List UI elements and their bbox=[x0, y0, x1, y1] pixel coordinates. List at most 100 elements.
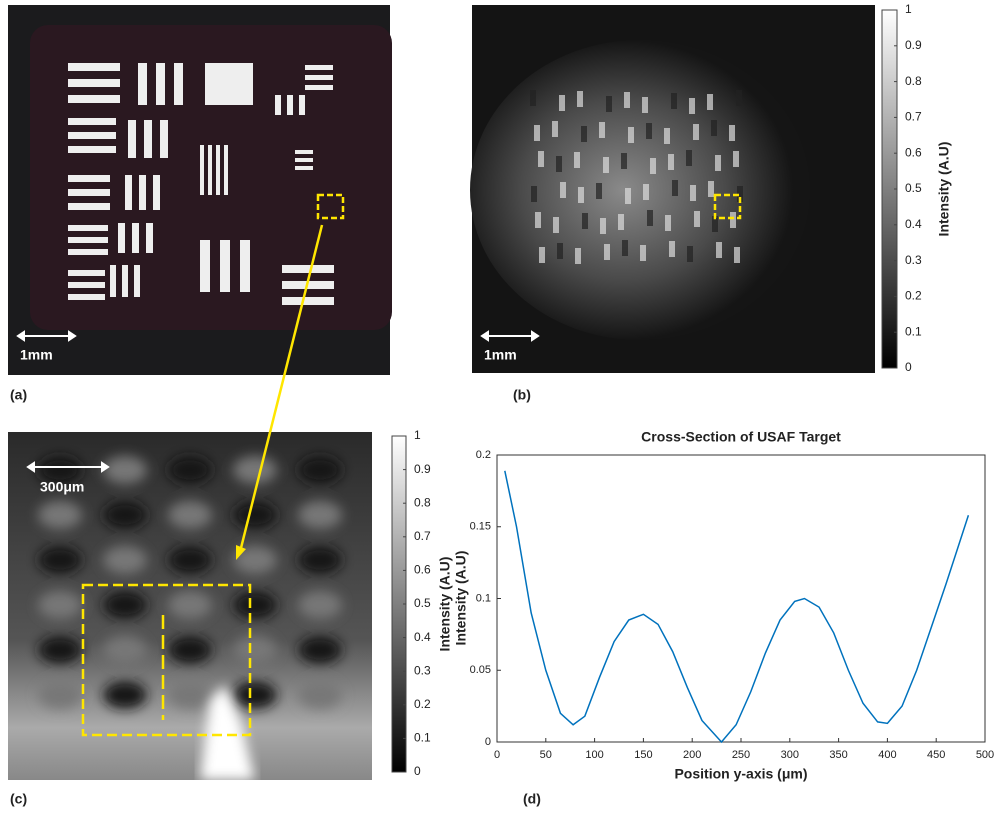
target-bar bbox=[68, 132, 116, 139]
scale-label: 1mm bbox=[484, 347, 517, 363]
target-bar bbox=[68, 118, 116, 125]
speckle bbox=[624, 92, 630, 108]
blob bbox=[168, 636, 212, 664]
speckle bbox=[539, 247, 545, 263]
target-bar bbox=[68, 270, 105, 276]
speckle bbox=[625, 188, 631, 204]
speckle bbox=[711, 120, 717, 136]
figure: 1mm 1mm 300μm (a) (b) (c) (d) Cross-Sect… bbox=[0, 0, 1003, 815]
y-tick-label: 0.1 bbox=[476, 592, 491, 604]
x-tick-label: 400 bbox=[878, 749, 896, 761]
speckle bbox=[534, 125, 540, 141]
speckle bbox=[560, 182, 566, 198]
speckle bbox=[672, 180, 678, 196]
speckle bbox=[647, 210, 653, 226]
speckle bbox=[707, 94, 713, 110]
colorbar-tick-label: 0.1 bbox=[414, 731, 431, 745]
panel-label: (c) bbox=[10, 791, 27, 807]
speckle bbox=[686, 150, 692, 166]
colorbar-tick-label: 0.9 bbox=[905, 38, 922, 52]
target-bar bbox=[275, 95, 281, 115]
speckle bbox=[574, 152, 580, 168]
speckle bbox=[689, 98, 695, 114]
speckle bbox=[538, 151, 544, 167]
blob bbox=[168, 546, 212, 574]
blob bbox=[298, 681, 342, 709]
blob bbox=[103, 456, 147, 484]
blob bbox=[298, 636, 342, 664]
target-bar bbox=[216, 145, 220, 195]
target-bar bbox=[146, 223, 153, 253]
speckle bbox=[578, 187, 584, 203]
speckle bbox=[640, 245, 646, 261]
colorbar-tick-label: 0.4 bbox=[905, 217, 922, 231]
speckle bbox=[708, 181, 714, 197]
speckle bbox=[642, 97, 648, 113]
target-bar bbox=[205, 63, 253, 105]
speckle bbox=[622, 240, 628, 256]
colorbar-tick-label: 0.2 bbox=[414, 697, 431, 711]
speckle bbox=[535, 212, 541, 228]
blob bbox=[103, 636, 147, 664]
colorbar-label: Intensity (A.U) bbox=[437, 557, 453, 652]
blob bbox=[168, 591, 212, 619]
speckle bbox=[693, 124, 699, 140]
target-bar bbox=[134, 265, 140, 297]
target-bar bbox=[220, 240, 230, 292]
blob bbox=[103, 591, 147, 619]
x-tick-label: 50 bbox=[540, 749, 552, 761]
speckle bbox=[671, 93, 677, 109]
target-bar bbox=[68, 63, 120, 71]
colorbar-tick-label: 0.5 bbox=[905, 181, 922, 195]
y-tick-label: 0.05 bbox=[470, 664, 491, 676]
photo-a bbox=[8, 5, 392, 375]
colorbar-tick-label: 0.6 bbox=[905, 145, 922, 159]
target-bar bbox=[68, 203, 110, 210]
target-bar bbox=[200, 145, 204, 195]
x-tick-label: 350 bbox=[829, 749, 847, 761]
blob bbox=[168, 681, 212, 709]
speckle bbox=[646, 123, 652, 139]
x-axis-label: Position y-axis (μm) bbox=[674, 766, 807, 782]
target-bar bbox=[68, 294, 105, 300]
blob bbox=[298, 456, 342, 484]
speckle bbox=[729, 125, 735, 141]
speckle bbox=[668, 154, 674, 170]
speckle bbox=[736, 90, 742, 106]
blob bbox=[168, 501, 212, 529]
speckle bbox=[577, 91, 583, 107]
blob bbox=[38, 501, 82, 529]
colorbar-tick-label: 0 bbox=[414, 764, 421, 778]
target-bar bbox=[122, 265, 128, 297]
blob bbox=[298, 591, 342, 619]
speckle bbox=[531, 186, 537, 202]
y-tick-label: 0.15 bbox=[470, 521, 491, 533]
blob bbox=[168, 456, 212, 484]
colorbar-label: Intensity (A.U) bbox=[936, 142, 952, 237]
plot-area bbox=[497, 455, 985, 742]
speckle bbox=[669, 241, 675, 257]
target-bar bbox=[224, 145, 228, 195]
chart-title: Cross-Section of USAF Target bbox=[641, 429, 841, 445]
colorbar-tick-label: 0.3 bbox=[414, 663, 431, 677]
x-tick-label: 100 bbox=[585, 749, 603, 761]
scale-label: 1mm bbox=[20, 347, 53, 363]
speckle bbox=[581, 126, 587, 142]
colorbar-tick-label: 0.2 bbox=[905, 289, 922, 303]
y-axis-label: Intensity (A.U) bbox=[453, 551, 469, 646]
target-bar bbox=[68, 237, 108, 243]
target-bar bbox=[153, 175, 160, 210]
speckle bbox=[687, 246, 693, 262]
speckle bbox=[604, 244, 610, 260]
speckle bbox=[730, 212, 736, 228]
blob bbox=[103, 681, 147, 709]
target-bar bbox=[156, 63, 165, 105]
target-bar bbox=[118, 223, 125, 253]
target-bar bbox=[200, 240, 210, 292]
speckle bbox=[603, 157, 609, 173]
target-bar bbox=[208, 145, 212, 195]
speckle bbox=[582, 213, 588, 229]
colorbar-tick-label: 0.5 bbox=[414, 596, 431, 610]
panel-label: (a) bbox=[10, 387, 27, 403]
speckle bbox=[694, 211, 700, 227]
